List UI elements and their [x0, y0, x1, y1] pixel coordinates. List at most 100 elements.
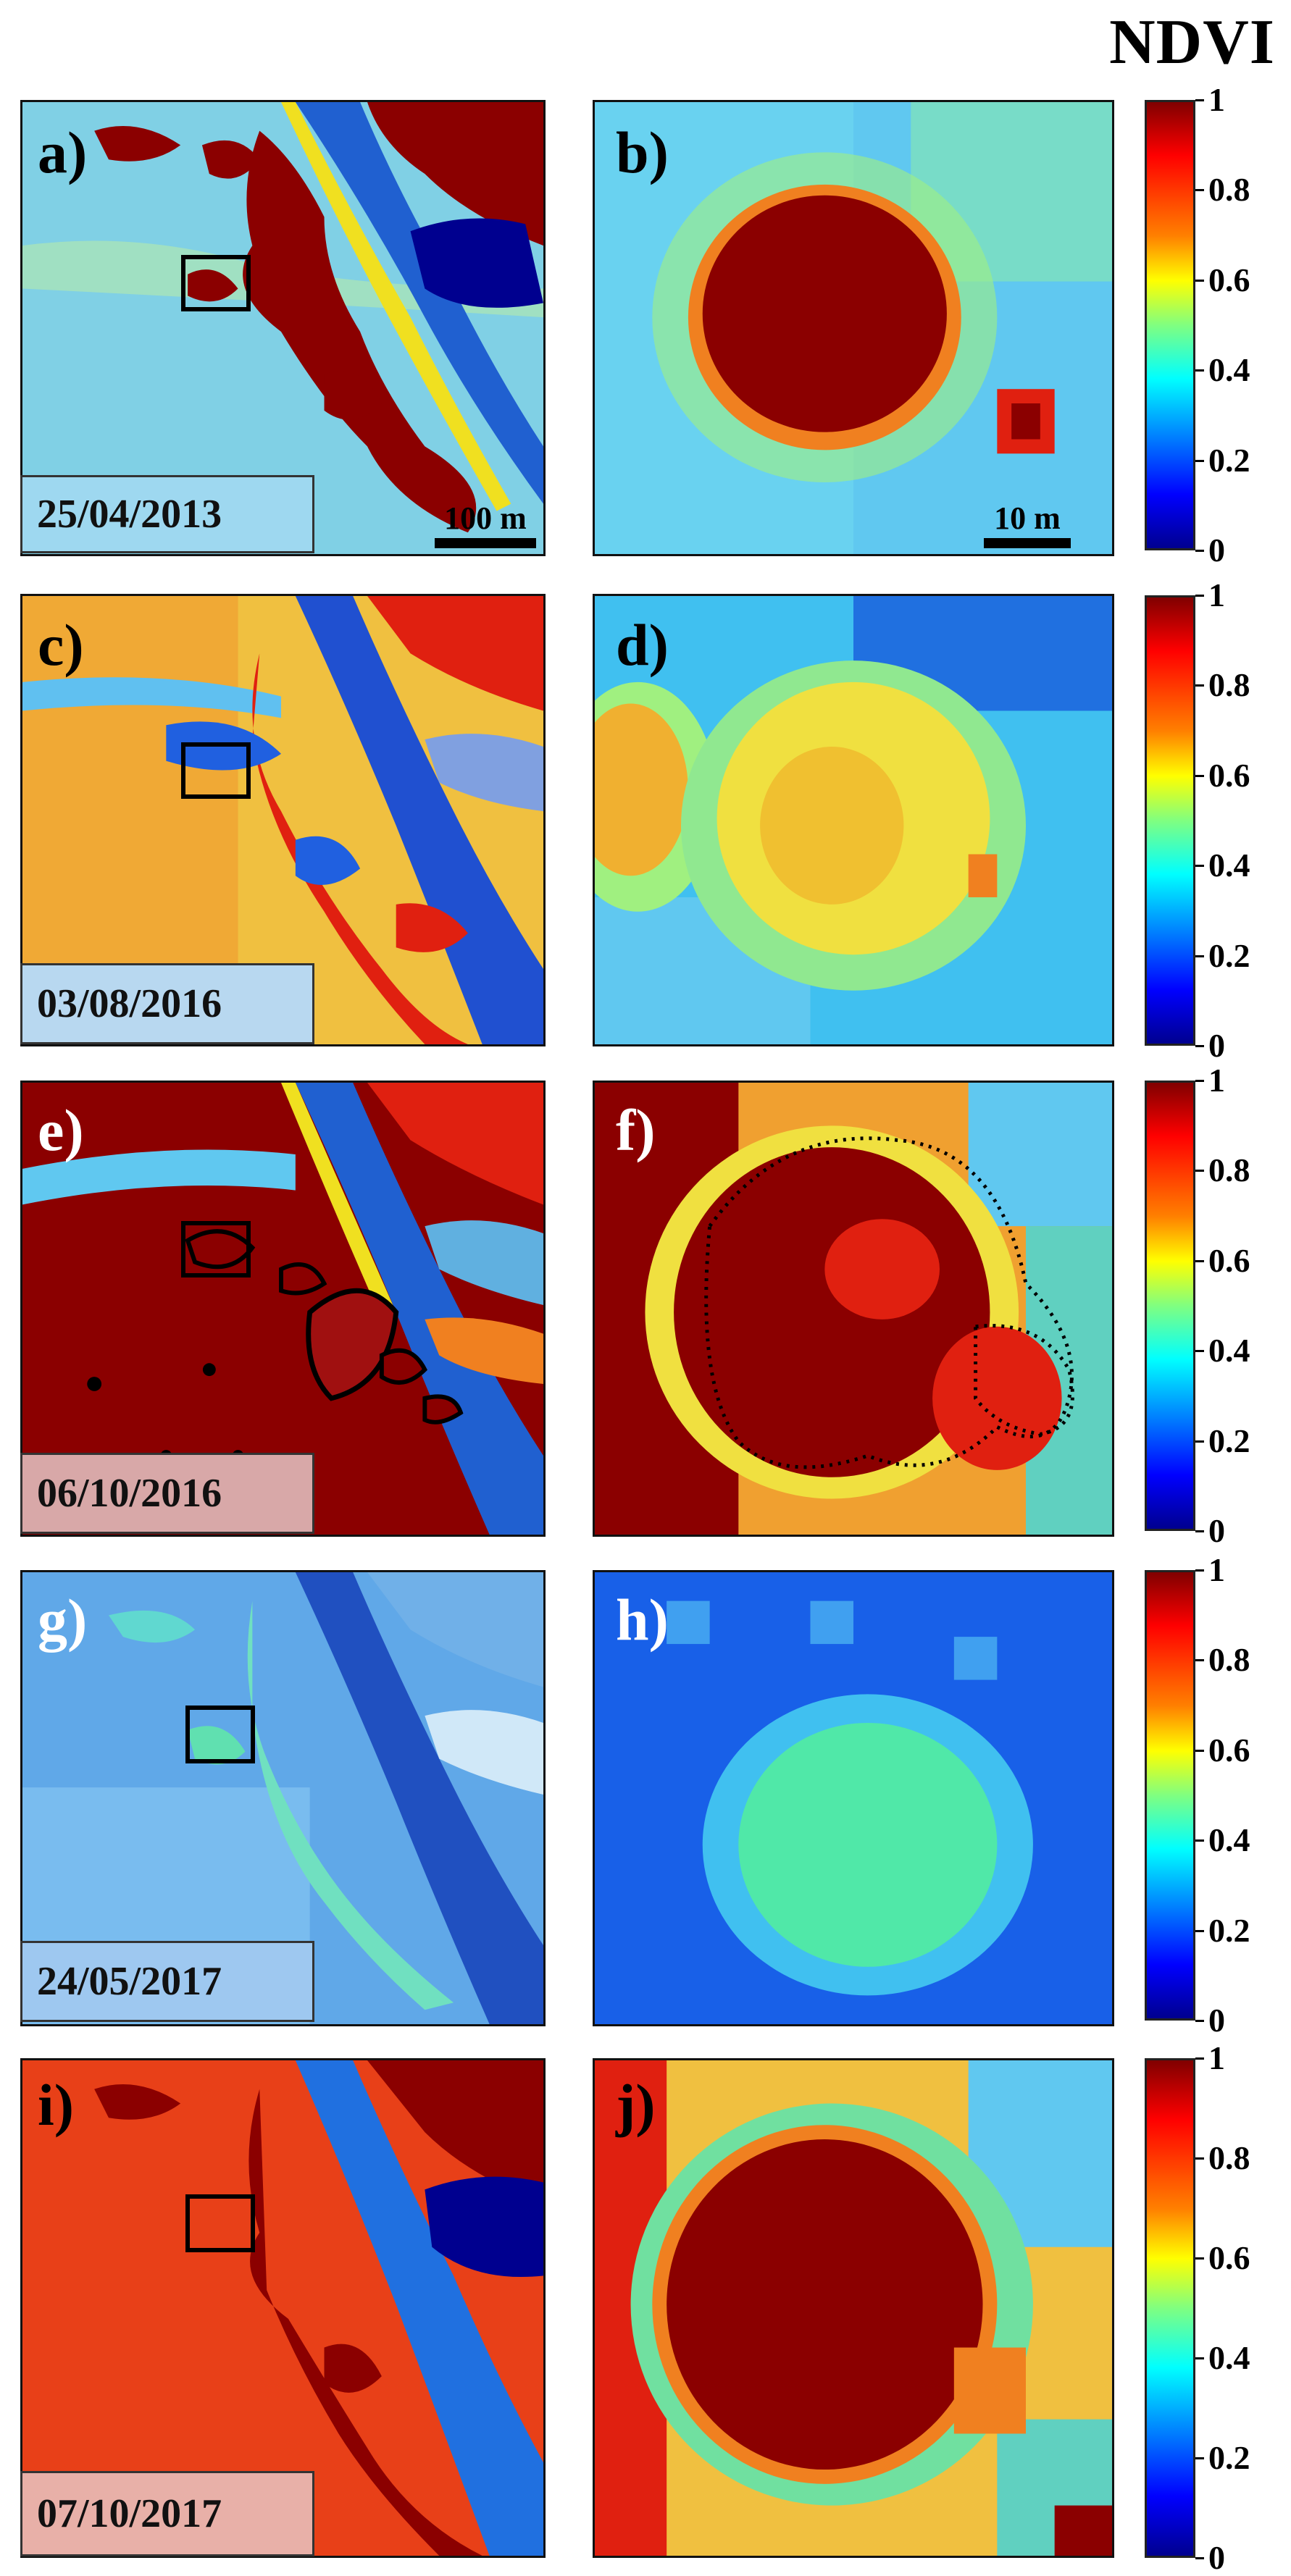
colorbar-tick-label: 0.4 [1208, 2339, 1250, 2376]
colorbar-tick-label: 0.4 [1208, 351, 1250, 389]
colorbar-tick-label: 0 [1208, 1512, 1225, 1549]
colorbar-3 [1145, 1081, 1195, 1531]
panel-label-h: h) [616, 1587, 669, 1653]
colorbar-tick-label: 0.8 [1208, 171, 1250, 209]
colorbar-tick-mark [1195, 99, 1204, 101]
colorbar-tick-label: 1 [1208, 2039, 1225, 2076]
colorbar-tick-label: 0.4 [1208, 1821, 1250, 1859]
zoom-box-e [181, 1221, 251, 1277]
colorbar-tick-label: 0.2 [1208, 441, 1250, 479]
panel-label-a: a) [38, 119, 88, 185]
colorbar-tick-mark [1195, 774, 1204, 777]
colorbar-tick-mark [1195, 955, 1204, 957]
colorbar-tick-label: 0.6 [1208, 2239, 1250, 2276]
date-box-e: 06/10/2016 [20, 1453, 314, 1534]
colorbar-tick-mark [1195, 684, 1204, 687]
colorbar-tick-mark [1195, 279, 1204, 282]
panel-label-e: e) [38, 1097, 84, 1163]
zoom-map-b [593, 100, 1114, 556]
colorbar-tick-mark [1195, 1659, 1204, 1662]
colorbar-tick-mark [1195, 1259, 1204, 1262]
colorbar-tick-label: 0.2 [1208, 2439, 1250, 2476]
figure-title: NDVI [1109, 7, 1275, 77]
colorbar-2 [1145, 595, 1195, 1046]
zoom-map-f [593, 1081, 1114, 1537]
scalebar-a-bar [435, 538, 536, 548]
zoom-map-f-image [595, 1083, 1112, 1535]
colorbar-tick-mark [1195, 550, 1204, 552]
panel-label-d: d) [616, 612, 669, 678]
colorbar-tick-label: 0.8 [1208, 666, 1250, 704]
colorbar-tick-mark [1195, 1080, 1204, 1082]
panel-label-f: f) [616, 1097, 656, 1163]
scalebar-a-label: 100 m [444, 500, 527, 536]
colorbar-5 [1145, 2058, 1195, 2558]
zoom-map-j-image [595, 2060, 1112, 2556]
colorbar-tick-label: 0.4 [1208, 1332, 1250, 1369]
colorbar-tick-label: 0.8 [1208, 1151, 1250, 1189]
colorbar-tick-mark [1195, 1170, 1204, 1172]
date-box-i: 07/10/2017 [20, 2471, 314, 2556]
colorbar-tick-label: 0.6 [1208, 261, 1250, 298]
scalebar-a: 100 m [435, 500, 536, 548]
colorbar-tick-label: 0.2 [1208, 1911, 1250, 1949]
zoom-map-b-image [595, 102, 1112, 554]
colorbar-tick-label: 0 [1208, 2539, 1225, 2576]
colorbar-tick-mark [1195, 189, 1204, 192]
colorbar-tick-label: 0.6 [1208, 756, 1250, 794]
colorbar-tick-mark [1195, 1929, 1204, 1932]
zoom-box-g [185, 1706, 255, 1763]
colorbar-tick-label: 0.8 [1208, 1641, 1250, 1679]
colorbar-tick-mark [1195, 1569, 1204, 1572]
panel-label-j: j) [616, 2072, 656, 2138]
scalebar-b-label: 10 m [994, 500, 1061, 536]
colorbar-tick-label: 0.4 [1208, 847, 1250, 884]
colorbar-tick-mark [1195, 369, 1204, 372]
colorbar-tick-label: 1 [1208, 1062, 1225, 1099]
colorbar-tick-label: 0 [1208, 1027, 1225, 1064]
colorbar-tick-mark [1195, 459, 1204, 462]
panel-label-g: g) [38, 1587, 88, 1653]
colorbar-tick-label: 1 [1208, 81, 1225, 118]
colorbar-tick-label: 0.2 [1208, 1422, 1250, 1459]
colorbar-tick-label: 0.8 [1208, 2139, 1250, 2176]
colorbar-tick-mark [1195, 2357, 1204, 2359]
zoom-box-a [181, 255, 251, 311]
zoom-map-d [593, 594, 1114, 1046]
panel-label-b: b) [616, 119, 669, 185]
scalebar-b-bar [984, 538, 1071, 548]
colorbar-4 [1145, 1570, 1195, 2021]
zoom-map-h [593, 1570, 1114, 2026]
colorbar-tick-label: 1 [1208, 576, 1225, 613]
colorbar-tick-label: 0.2 [1208, 936, 1250, 974]
colorbar-tick-label: 0 [1208, 2002, 1225, 2039]
date-box-a: 25/04/2013 [20, 475, 314, 553]
zoom-box-i [185, 2194, 255, 2252]
colorbar-tick-mark [1195, 1749, 1204, 1752]
colorbar-tick-mark [1195, 1045, 1204, 1047]
colorbar-tick-label: 0 [1208, 532, 1225, 569]
colorbar-tick-mark [1195, 2057, 1204, 2060]
colorbar-tick-mark [1195, 2457, 1204, 2459]
zoom-box-c [181, 742, 251, 799]
colorbar-tick-label: 1 [1208, 1551, 1225, 1588]
colorbar-tick-mark [1195, 1839, 1204, 1842]
panel-label-i: i) [38, 2072, 75, 2138]
colorbar-tick-mark [1195, 865, 1204, 868]
zoom-map-h-image [595, 1572, 1112, 2024]
date-box-c: 03/08/2016 [20, 963, 314, 1044]
colorbar-1 [1145, 100, 1195, 550]
panel-label-c: c) [38, 612, 84, 678]
colorbar-tick-label: 0.6 [1208, 1241, 1250, 1279]
colorbar-tick-mark [1195, 2020, 1204, 2022]
zoom-map-d-image [595, 596, 1112, 1044]
scalebar-b: 10 m [984, 500, 1071, 548]
colorbar-tick-mark [1195, 2157, 1204, 2160]
colorbar-tick-label: 0.6 [1208, 1731, 1250, 1769]
zoom-map-j [593, 2058, 1114, 2558]
colorbar-tick-mark [1195, 1440, 1204, 1443]
colorbar-tick-mark [1195, 2257, 1204, 2260]
colorbar-tick-mark [1195, 595, 1204, 597]
date-box-g: 24/05/2017 [20, 1941, 314, 2022]
colorbar-tick-mark [1195, 2557, 1204, 2559]
